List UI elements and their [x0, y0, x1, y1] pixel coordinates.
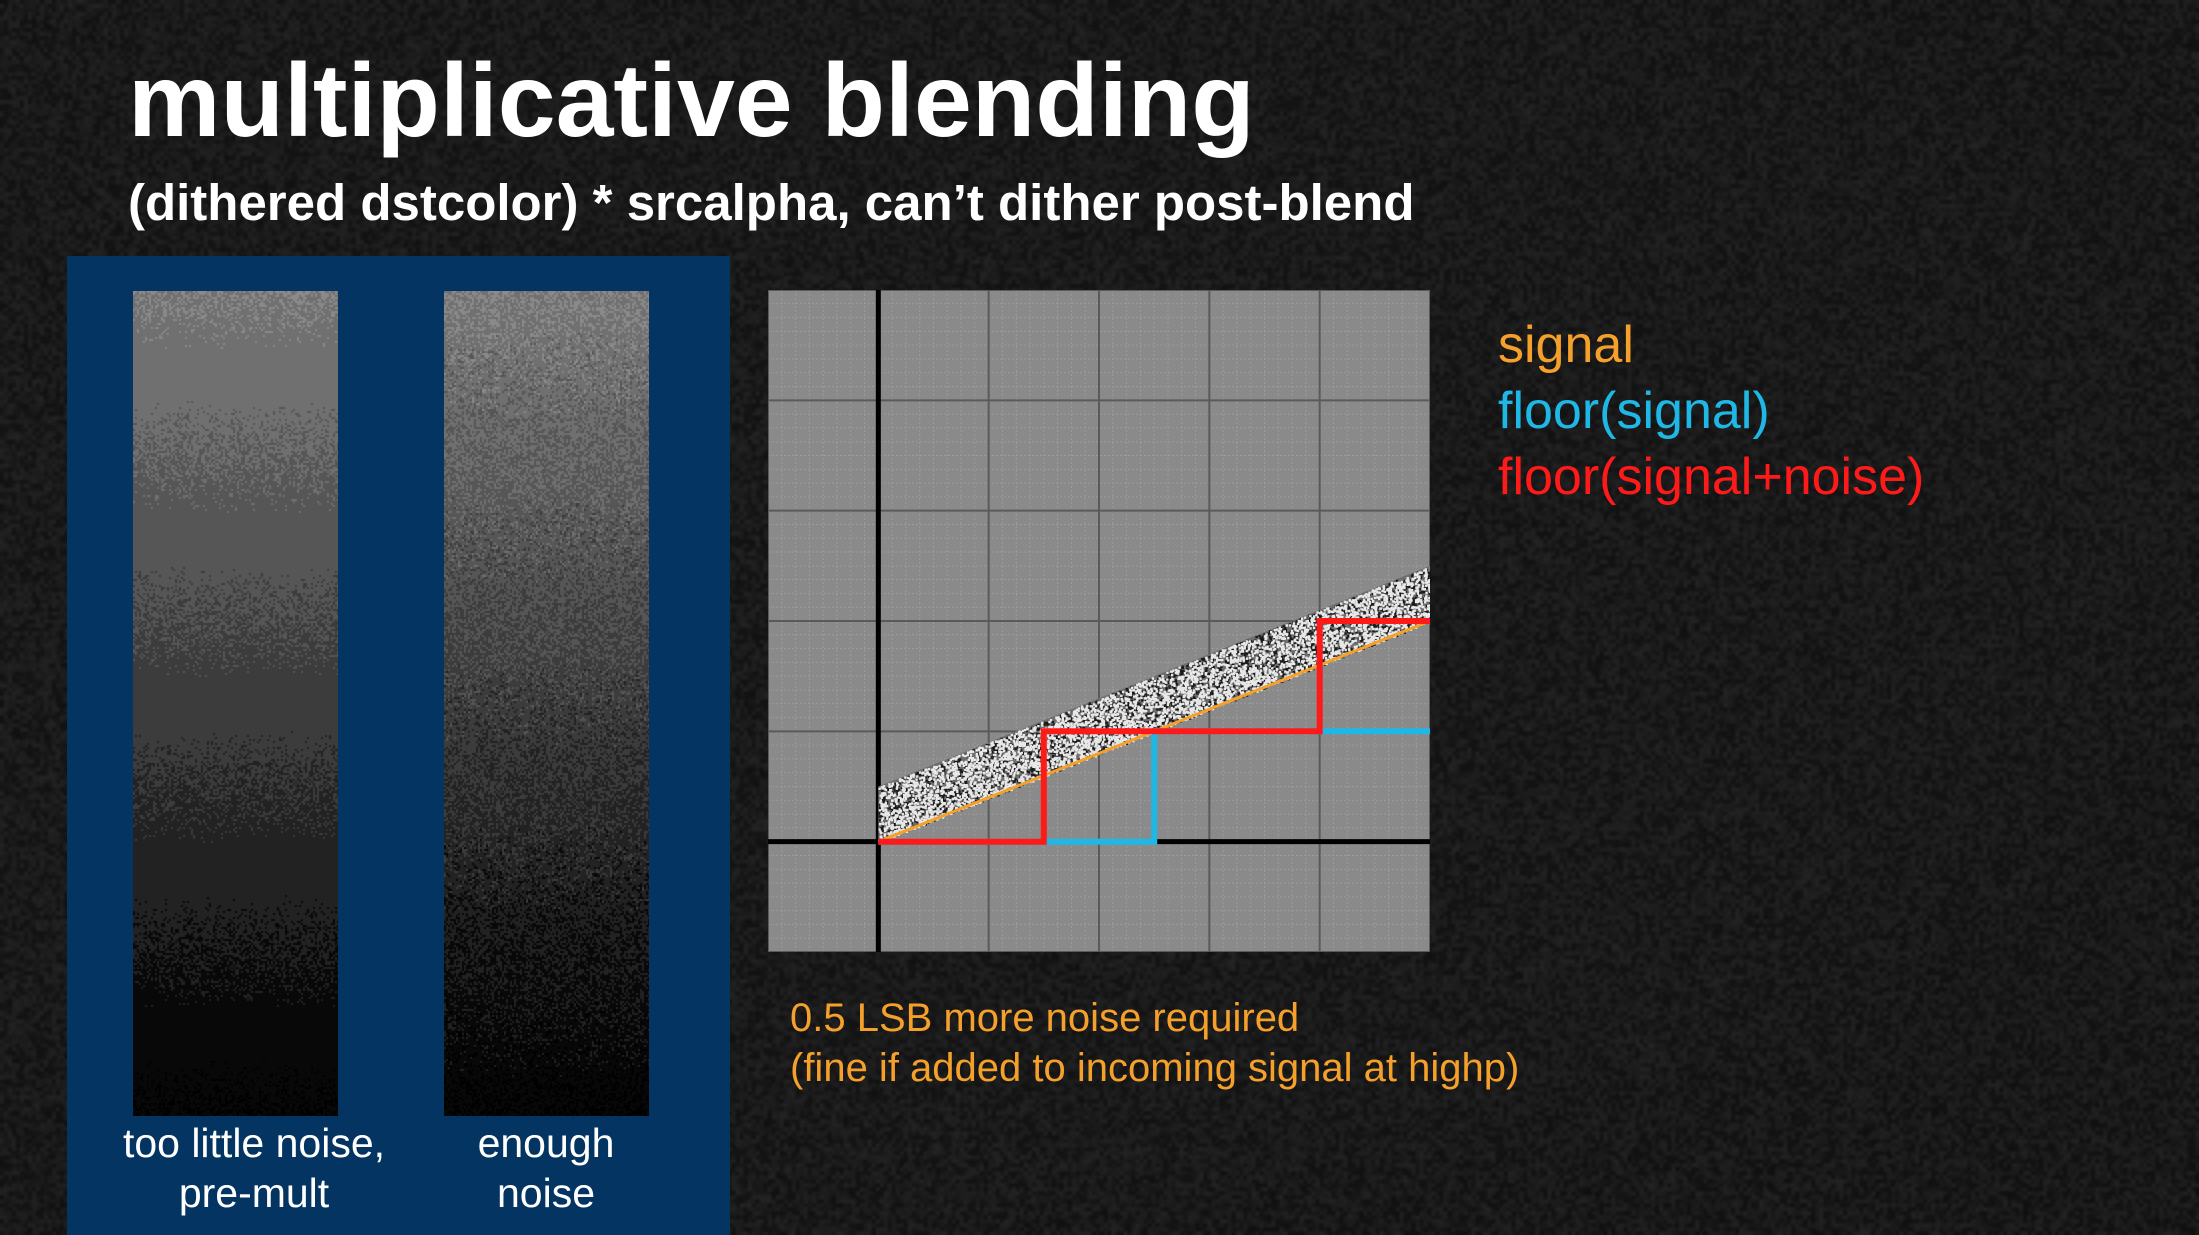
- caption-too-little-noise: too little noise, pre-mult: [94, 1118, 414, 1218]
- noise-dots-dark: [878, 569, 1430, 841]
- quantization-chart: [768, 290, 1430, 952]
- chart-legend: signal floor(signal) floor(signal+noise): [1498, 312, 1924, 510]
- caption-right-line-2: noise: [496, 1170, 595, 1216]
- note-line-1: 0.5 LSB more noise required: [790, 996, 1300, 1040]
- note-line-2: (fine if added to incoming signal at hig…: [790, 1046, 1520, 1090]
- gradient-strip-enough-noise: [444, 291, 649, 1116]
- noise-note: 0.5 LSB more noise required (fine if add…: [790, 993, 1519, 1093]
- caption-left-line-1: too little noise,: [122, 1120, 386, 1166]
- series-layer: [877, 618, 1430, 845]
- caption-right-line-1: enough: [477, 1120, 615, 1166]
- caption-left-line-2: pre-mult: [178, 1170, 330, 1216]
- series-line-floor-signal-noise: [878, 618, 1430, 845]
- legend-floor-signal-noise: floor(signal+noise): [1498, 448, 1925, 506]
- legend-signal: signal: [1498, 316, 1634, 374]
- caption-enough-noise: enough noise: [386, 1118, 706, 1218]
- slide-subtitle: (dithered dstcolor) * srcalpha, can’t di…: [128, 174, 1415, 231]
- noise-band: [878, 565, 1430, 843]
- gradient-strip-too-little-noise: [133, 291, 338, 1116]
- legend-floor-signal: floor(signal): [1498, 382, 1770, 440]
- slide-title: multiplicative blending: [128, 43, 1255, 159]
